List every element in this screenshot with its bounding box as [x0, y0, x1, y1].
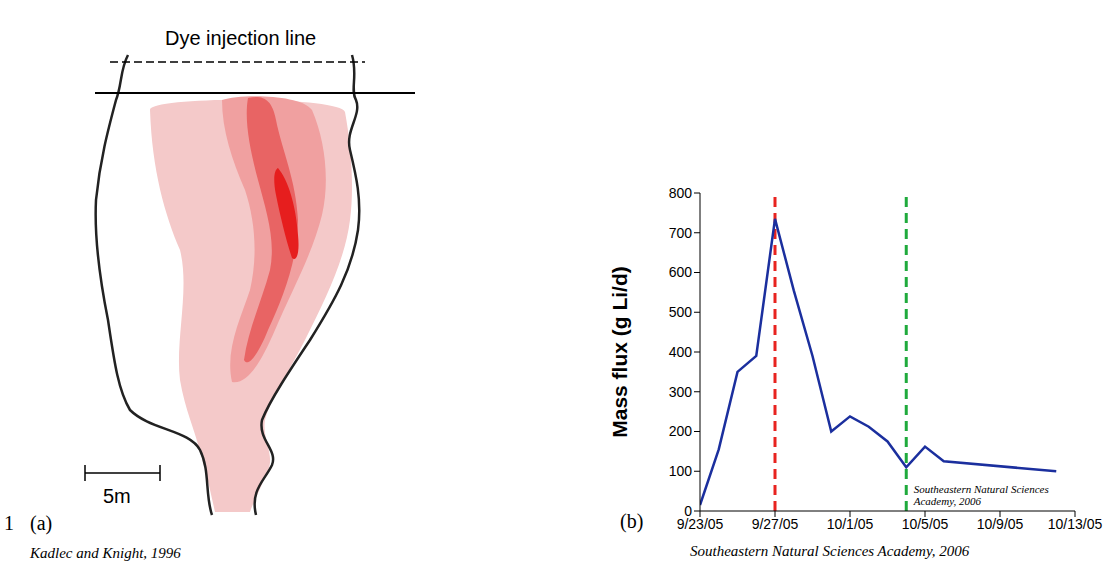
svg-text:300: 300	[669, 384, 693, 400]
svg-text:(a): (a)	[30, 512, 52, 535]
svg-text:100: 100	[669, 463, 693, 479]
svg-text:800: 800	[669, 185, 693, 201]
svg-text:0: 0	[684, 503, 692, 519]
svg-text:10/1/05: 10/1/05	[827, 516, 874, 532]
html-text:Southeastern Natural Sciences: Southeastern Natural Sciences Academy, 2…	[913, 483, 1049, 507]
svg-text:5m: 5m	[103, 485, 131, 507]
svg-text:10/9/05: 10/9/05	[977, 516, 1024, 532]
svg-text:400: 400	[669, 344, 693, 360]
html-text:Mass flux (g Li/d): Mass flux (g Li/d)	[608, 266, 631, 438]
svg-text:Kadlec and Knight, 1996: Kadlec and Knight, 1996	[29, 545, 181, 561]
svg-text:1: 1	[4, 512, 14, 534]
svg-text:10/5/05: 10/5/05	[902, 516, 949, 532]
html-text:(b): (b)	[620, 510, 644, 532]
svg-text:10/13/05: 10/13/05	[1048, 516, 1103, 532]
svg-text:600: 600	[669, 264, 693, 280]
svg-text:500: 500	[669, 304, 693, 320]
svg-text:700: 700	[669, 225, 693, 241]
html-text:Southeastern Natural Sciences: Southeastern Natural Sciences Academy, 2…	[690, 543, 970, 559]
svg-text:9/23/05: 9/23/05	[676, 515, 724, 532]
svg-text:Dye injection line: Dye injection line	[165, 27, 316, 49]
svg-text:9/27/05: 9/27/05	[752, 516, 799, 532]
svg-text:200: 200	[669, 423, 693, 439]
